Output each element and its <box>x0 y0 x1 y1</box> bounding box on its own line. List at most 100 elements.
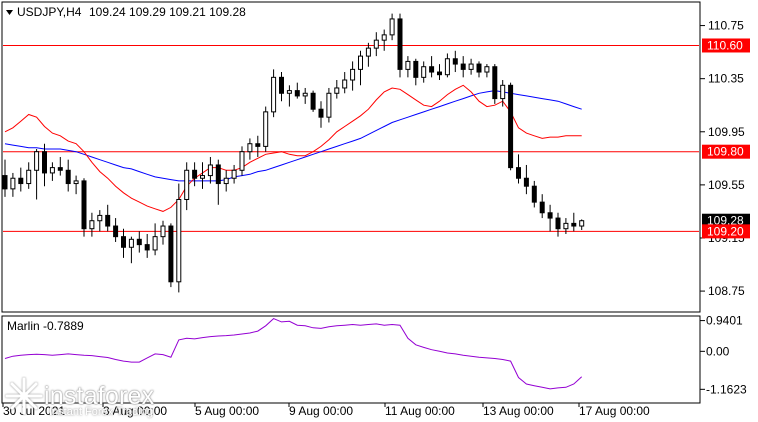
horizontal-levels[interactable] <box>3 44 699 232</box>
candle <box>508 82 514 171</box>
candle-body-up <box>89 220 95 230</box>
candle <box>286 85 292 107</box>
candle <box>484 64 490 78</box>
level-label-109.80: 109.80 <box>707 145 744 159</box>
symbol-label: USDJPY,H4 <box>17 5 82 19</box>
candle-body-up <box>176 198 182 283</box>
candle <box>381 29 387 51</box>
candle-body-down <box>57 167 63 171</box>
time-tick-label: 11 Aug 00:00 <box>385 404 455 418</box>
candle-body-up <box>271 76 277 113</box>
candle-body-down <box>452 58 458 65</box>
time-tick-label: 13 Aug 00:00 <box>483 404 554 418</box>
candle <box>184 162 190 211</box>
candle-body-down <box>555 217 561 230</box>
candle <box>81 178 87 237</box>
candle-body-up <box>160 225 166 238</box>
candle-body-up <box>444 58 450 76</box>
price-tick-label: 110.75 <box>708 19 744 33</box>
candle <box>429 56 435 78</box>
candle <box>18 167 24 192</box>
ma-red-line <box>4 84 582 212</box>
candle <box>452 50 458 73</box>
candle <box>65 159 71 192</box>
candle-body-down <box>310 92 316 110</box>
ohlc-values: 109.24 109.29 109.21 109.28 <box>89 5 246 19</box>
candle <box>231 164 237 184</box>
candle <box>105 204 111 232</box>
candle-body-up <box>223 177 229 185</box>
candle-body-up <box>49 167 55 174</box>
candle <box>247 138 253 160</box>
candle <box>547 204 553 232</box>
indicator-series <box>4 318 583 390</box>
candle-body-down <box>192 169 198 179</box>
dropdown-triangle-icon[interactable] <box>6 10 13 15</box>
indicator-tick-label: 0.9401 <box>706 314 743 328</box>
candle-body-down <box>508 84 514 169</box>
indicator-axis: 0.9401 0.00 -1.1623 <box>700 314 747 396</box>
candle-body-up <box>381 34 387 41</box>
candle-body-up <box>563 222 569 230</box>
candle-body-down <box>65 169 71 185</box>
candle <box>263 106 269 152</box>
candle-body-up <box>184 169 190 200</box>
candle <box>358 50 363 86</box>
candle <box>57 157 63 176</box>
candle-body-up <box>365 47 371 57</box>
candle <box>444 53 450 78</box>
candle-body-up <box>350 68 356 81</box>
watermark-tagline: Instant Forex Trading <box>49 406 153 418</box>
watermark-brand: instaforex <box>44 381 155 410</box>
candle-body-down <box>294 90 300 97</box>
candle <box>531 180 537 208</box>
indicator-tick-label: -1.1623 <box>706 382 747 396</box>
candle-body-down <box>136 238 142 246</box>
candle-body-up <box>334 87 340 94</box>
candle <box>176 183 182 293</box>
price-tick-label: 108.75 <box>708 284 745 298</box>
candle <box>168 223 174 288</box>
candle-body-up <box>389 18 395 36</box>
candle <box>2 159 8 197</box>
candle <box>500 80 506 107</box>
candle <box>555 212 561 237</box>
candle <box>136 231 142 253</box>
candle <box>413 58 419 86</box>
level-label-110.60: 110.60 <box>707 38 743 52</box>
candle-body-up <box>484 66 490 73</box>
candle-body-down <box>413 60 419 78</box>
level-label-box <box>702 224 750 239</box>
candle <box>294 82 300 99</box>
marlin-line <box>4 318 583 390</box>
candle <box>523 164 529 195</box>
candle <box>215 159 221 205</box>
time-tick-label: 5 Aug 00:00 <box>195 404 259 418</box>
candle-body-up <box>152 236 158 251</box>
candle-body-down <box>105 214 111 227</box>
candle-body-down <box>121 236 126 248</box>
candle-body-down <box>539 201 545 214</box>
candle-body-up <box>200 175 205 179</box>
candle <box>539 194 545 219</box>
candle <box>121 228 126 258</box>
candle <box>239 146 245 176</box>
candle <box>160 220 166 245</box>
candle-body-up <box>97 214 103 222</box>
level-label-box <box>702 144 750 159</box>
candle <box>128 236 134 264</box>
candle <box>192 162 198 187</box>
candle-body-down <box>547 212 553 219</box>
candle <box>460 56 466 78</box>
candle <box>318 101 324 128</box>
candle-body-up <box>579 220 585 227</box>
starburst-logo-icon <box>5 377 43 415</box>
candle-body-down <box>492 66 498 100</box>
candle <box>26 162 32 189</box>
price-tick-label: 110.35 <box>708 72 744 86</box>
candle-body-up <box>73 180 79 185</box>
candle-body-down <box>318 108 324 118</box>
indicator-pane-frame <box>1 315 701 404</box>
